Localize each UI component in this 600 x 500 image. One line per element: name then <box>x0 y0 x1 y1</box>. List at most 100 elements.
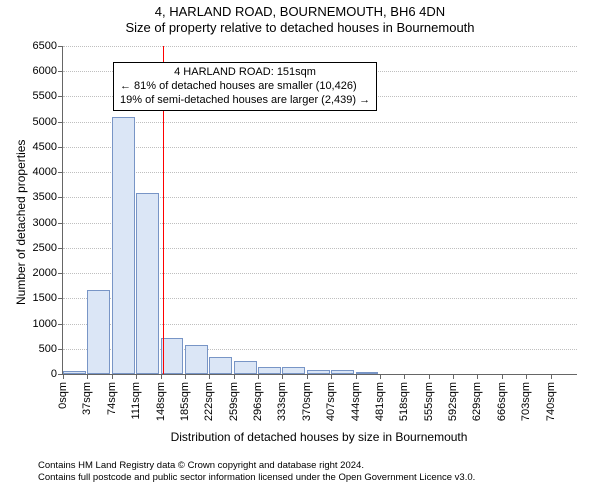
ytick-label: 6500 <box>33 40 57 52</box>
page-subtitle: Size of property relative to detached ho… <box>0 20 600 36</box>
ytick-mark <box>58 197 63 198</box>
xtick-mark <box>112 374 113 379</box>
ytick-mark <box>58 147 63 148</box>
ytick-label: 1500 <box>33 292 57 304</box>
xtick-label: 370sqm <box>301 382 313 421</box>
histogram-bar <box>258 367 281 374</box>
xtick-label: 444sqm <box>350 382 362 421</box>
xtick-label: 148sqm <box>155 382 167 421</box>
xtick-mark <box>526 374 527 379</box>
gridline <box>63 46 577 47</box>
ytick-label: 2000 <box>33 267 57 279</box>
histogram-bar <box>63 371 86 374</box>
ytick-mark <box>58 248 63 249</box>
ytick-mark <box>58 46 63 47</box>
xtick-mark <box>502 374 503 379</box>
histogram-bar <box>307 370 330 374</box>
xtick-label: 296sqm <box>252 382 264 421</box>
xtick-mark <box>209 374 210 379</box>
credits-line-2: Contains full postcode and public sector… <box>38 472 475 484</box>
gridline <box>63 122 577 123</box>
xtick-label: 666sqm <box>496 382 508 421</box>
xtick-label: 629sqm <box>471 382 483 421</box>
title-text: 4, HARLAND ROAD, BOURNEMOUTH, BH6 4DN <box>155 4 445 19</box>
xtick-mark <box>453 374 454 379</box>
ytick-label: 500 <box>39 343 57 355</box>
ytick-label: 0 <box>51 368 57 380</box>
histogram-bar <box>331 370 354 374</box>
histogram-bar <box>136 193 159 374</box>
xtick-mark <box>356 374 357 379</box>
xtick-label: 259sqm <box>228 382 240 421</box>
xtick-label: 592sqm <box>447 382 459 421</box>
histogram-bar <box>161 338 184 374</box>
xtick-mark <box>331 374 332 379</box>
ytick-label: 3500 <box>33 191 57 203</box>
chart-plot-area: 0500100015002000250030003500400045005000… <box>62 46 577 375</box>
xtick-label: 481sqm <box>374 382 386 421</box>
x-axis-label: Distribution of detached houses by size … <box>62 430 576 444</box>
callout-line: 4 HARLAND ROAD: 151sqm <box>120 65 370 79</box>
xtick-mark <box>551 374 552 379</box>
xtick-mark <box>307 374 308 379</box>
y-axis-label: Number of detached properties <box>14 140 28 305</box>
xtick-label: 407sqm <box>325 382 337 421</box>
ytick-label: 2500 <box>33 242 57 254</box>
xtick-label: 74sqm <box>106 382 118 415</box>
histogram-bar <box>112 117 135 374</box>
xtick-mark <box>63 374 64 379</box>
xtick-mark <box>136 374 137 379</box>
xtick-mark <box>87 374 88 379</box>
ytick-mark <box>58 122 63 123</box>
xtick-mark <box>404 374 405 379</box>
xtick-label: 555sqm <box>423 382 435 421</box>
xtick-label: 333sqm <box>276 382 288 421</box>
xtick-mark <box>282 374 283 379</box>
ytick-mark <box>58 172 63 173</box>
xtick-label: 111sqm <box>130 382 142 420</box>
ytick-mark <box>58 223 63 224</box>
histogram-bar <box>356 372 379 374</box>
xtick-mark <box>161 374 162 379</box>
credits-block: Contains HM Land Registry data © Crown c… <box>38 460 475 484</box>
xtick-label: 185sqm <box>179 382 191 421</box>
ytick-label: 1000 <box>33 318 57 330</box>
gridline <box>63 172 577 173</box>
credits-line-1: Contains HM Land Registry data © Crown c… <box>38 460 475 472</box>
page-title: 4, HARLAND ROAD, BOURNEMOUTH, BH6 4DN <box>0 0 600 20</box>
ytick-label: 6000 <box>33 65 57 77</box>
xtick-label: 222sqm <box>203 382 215 421</box>
xtick-mark <box>380 374 381 379</box>
ytick-label: 5000 <box>33 116 57 128</box>
histogram-bar <box>234 361 257 374</box>
xtick-label: 703sqm <box>520 382 532 421</box>
ytick-mark <box>58 349 63 350</box>
ytick-mark <box>58 298 63 299</box>
xtick-mark <box>258 374 259 379</box>
ytick-mark <box>58 71 63 72</box>
xtick-label: 740sqm <box>545 382 557 421</box>
histogram-bar <box>209 357 232 374</box>
ytick-mark <box>58 273 63 274</box>
xtick-label: 0sqm <box>57 382 69 409</box>
callout-line: ← 81% of detached houses are smaller (10… <box>120 79 370 93</box>
callout-line: 19% of semi-detached houses are larger (… <box>120 93 370 107</box>
ytick-label: 5500 <box>33 90 57 102</box>
ytick-label: 4500 <box>33 141 57 153</box>
ytick-label: 4000 <box>33 166 57 178</box>
xtick-mark <box>429 374 430 379</box>
xtick-label: 37sqm <box>81 382 93 415</box>
xtick-mark <box>477 374 478 379</box>
xtick-label: 518sqm <box>398 382 410 421</box>
property-callout: 4 HARLAND ROAD: 151sqm← 81% of detached … <box>113 62 377 111</box>
xtick-mark <box>234 374 235 379</box>
gridline <box>63 147 577 148</box>
histogram-bar <box>185 345 208 374</box>
ytick-mark <box>58 324 63 325</box>
xtick-mark <box>185 374 186 379</box>
subtitle-text: Size of property relative to detached ho… <box>125 20 474 35</box>
ytick-mark <box>58 96 63 97</box>
histogram-bar <box>282 367 305 374</box>
ytick-label: 3000 <box>33 217 57 229</box>
histogram-bar <box>87 290 110 374</box>
